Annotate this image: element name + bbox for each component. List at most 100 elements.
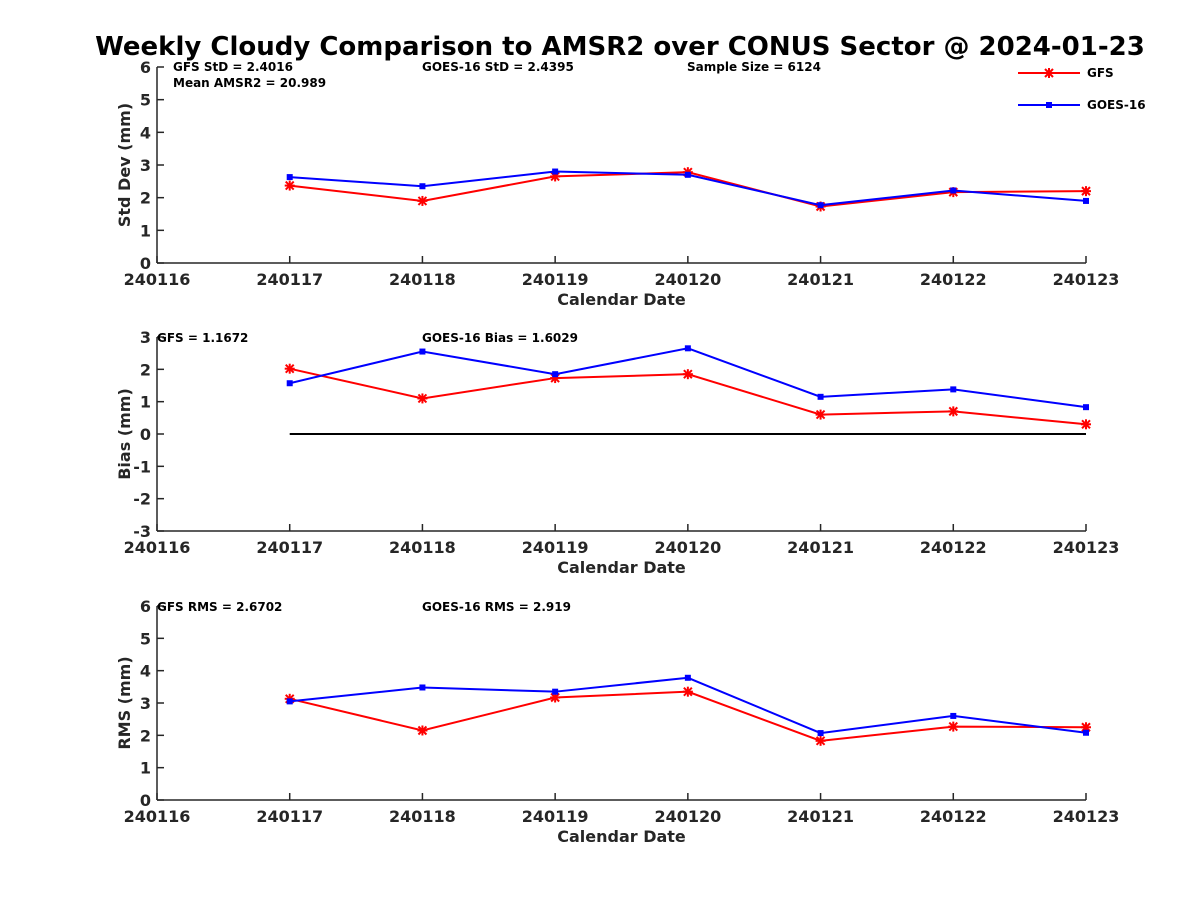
point-gfs xyxy=(284,363,295,374)
y-tick-label: 0 xyxy=(140,425,151,444)
y-tick-label: 6 xyxy=(140,597,151,616)
stat-annotation: GFS = 1.1672 xyxy=(157,331,248,345)
x-tick-label: 240116 xyxy=(124,538,191,557)
panel-rms: 0 1 2 3 4 5 6 240116 240117 240118 240119 240120 240… xyxy=(115,597,1119,846)
legend: GFS GOES-16 xyxy=(1018,66,1146,112)
stat-annotation: Sample Size = 6124 xyxy=(687,60,821,74)
point-gfs xyxy=(417,393,428,404)
y-tick-label: 0 xyxy=(140,254,151,273)
x-tick-label: 240120 xyxy=(654,270,721,289)
x-tick-label: 240118 xyxy=(389,538,456,557)
point-goes-16 xyxy=(1083,729,1089,736)
y-tick-label: 5 xyxy=(140,629,151,648)
x-axis-label: Calendar Date xyxy=(557,290,686,309)
point-gfs xyxy=(417,195,428,206)
legend-gfs-label: GFS xyxy=(1087,66,1114,80)
point-goes-16 xyxy=(1083,197,1089,204)
stat-annotation: GFS RMS = 2.6702 xyxy=(157,600,282,614)
y-tick-label: 3 xyxy=(140,694,151,713)
point-goes-16 xyxy=(1083,404,1089,411)
y-tick-label: 2 xyxy=(140,360,151,379)
point-gfs xyxy=(948,721,959,732)
point-goes-16 xyxy=(684,345,691,352)
x-tick-label: 240121 xyxy=(787,270,854,289)
x-tick-label: 240123 xyxy=(1053,270,1120,289)
x-tick-label: 240122 xyxy=(920,270,987,289)
x-tick-label: 240120 xyxy=(654,807,721,826)
point-goes-16 xyxy=(817,730,824,737)
x-tick-label: 240116 xyxy=(124,270,191,289)
legend-gfs-marker xyxy=(1044,68,1054,78)
point-gfs xyxy=(682,369,693,380)
point-gfs xyxy=(417,725,428,736)
stat-annotation: GFS StD = 2.4016 xyxy=(173,60,293,74)
point-goes-16 xyxy=(419,183,426,190)
x-tick-label: 240119 xyxy=(522,270,589,289)
y-axis-label: Std Dev (mm) xyxy=(115,103,134,227)
legend-goes-label: GOES-16 xyxy=(1087,98,1146,112)
y-tick-label: -2 xyxy=(133,490,151,509)
point-gfs xyxy=(1081,419,1091,430)
x-tick-label: 240117 xyxy=(256,270,323,289)
y-tick-label: 6 xyxy=(140,58,151,77)
x-axis-label: Calendar Date xyxy=(557,558,686,577)
stat-annotation: GOES-16 RMS = 2.919 xyxy=(422,600,571,614)
y-axis-label: Bias (mm) xyxy=(115,388,134,480)
x-tick-label: 240119 xyxy=(522,807,589,826)
y-tick-label: 4 xyxy=(140,123,151,142)
y-tick-label: 3 xyxy=(140,328,151,347)
y-tick-label: 5 xyxy=(140,91,151,110)
point-gfs xyxy=(815,735,826,746)
x-tick-label: 240123 xyxy=(1053,538,1120,557)
point-gfs xyxy=(1081,186,1091,197)
point-goes-16 xyxy=(552,688,559,695)
y-tick-label: 4 xyxy=(140,662,151,681)
y-tick-label: 2 xyxy=(140,189,151,208)
point-gfs xyxy=(682,686,693,697)
point-goes-16 xyxy=(950,187,957,194)
point-goes-16 xyxy=(552,371,559,378)
point-goes-16 xyxy=(950,386,957,393)
series-line-goes-16 xyxy=(289,676,1087,735)
x-tick-label: 240118 xyxy=(389,807,456,826)
stat-annotation: GOES-16 Bias = 1.6029 xyxy=(422,331,578,345)
panel-bias: -3 -2 -1 0 1 2 3 240116 240117 240118 240119 240120… xyxy=(115,328,1119,577)
stat-annotation: GOES-16 StD = 2.4395 xyxy=(422,60,574,74)
x-tick-label: 240117 xyxy=(256,538,323,557)
point-gfs xyxy=(948,406,959,417)
point-goes-16 xyxy=(684,674,691,681)
y-tick-label: 1 xyxy=(140,221,151,240)
point-goes-16 xyxy=(286,380,293,387)
y-axis-label: RMS (mm) xyxy=(115,656,134,749)
point-goes-16 xyxy=(286,174,293,181)
x-tick-label: 240120 xyxy=(654,538,721,557)
x-tick-label: 240116 xyxy=(124,807,191,826)
y-tick-label: -1 xyxy=(133,457,151,476)
y-tick-label: 1 xyxy=(140,393,151,412)
y-tick-label: 0 xyxy=(140,791,151,810)
x-tick-label: 240119 xyxy=(522,538,589,557)
point-goes-16 xyxy=(950,712,957,719)
legend-goes-marker xyxy=(1046,102,1052,108)
x-tick-label: 240121 xyxy=(787,538,854,557)
x-tick-label: 240122 xyxy=(920,538,987,557)
x-tick-label: 240123 xyxy=(1053,807,1120,826)
y-tick-label: -3 xyxy=(133,522,151,541)
chart-title: Weekly Cloudy Comparison to AMSR2 over C… xyxy=(95,32,1145,62)
point-goes-16 xyxy=(552,168,559,175)
point-goes-16 xyxy=(817,393,824,400)
stat-annotation: Mean AMSR2 = 20.989 xyxy=(173,76,326,90)
point-goes-16 xyxy=(419,684,426,691)
x-tick-label: 240117 xyxy=(256,807,323,826)
point-gfs xyxy=(284,180,295,191)
x-tick-label: 240118 xyxy=(389,270,456,289)
x-tick-label: 240122 xyxy=(920,807,987,826)
point-goes-16 xyxy=(684,171,691,178)
point-gfs xyxy=(815,409,826,420)
x-tick-label: 240121 xyxy=(787,807,854,826)
x-axis-label: Calendar Date xyxy=(557,827,686,846)
point-goes-16 xyxy=(419,348,426,355)
y-tick-label: 1 xyxy=(140,759,151,778)
series-line-gfs xyxy=(289,690,1087,742)
